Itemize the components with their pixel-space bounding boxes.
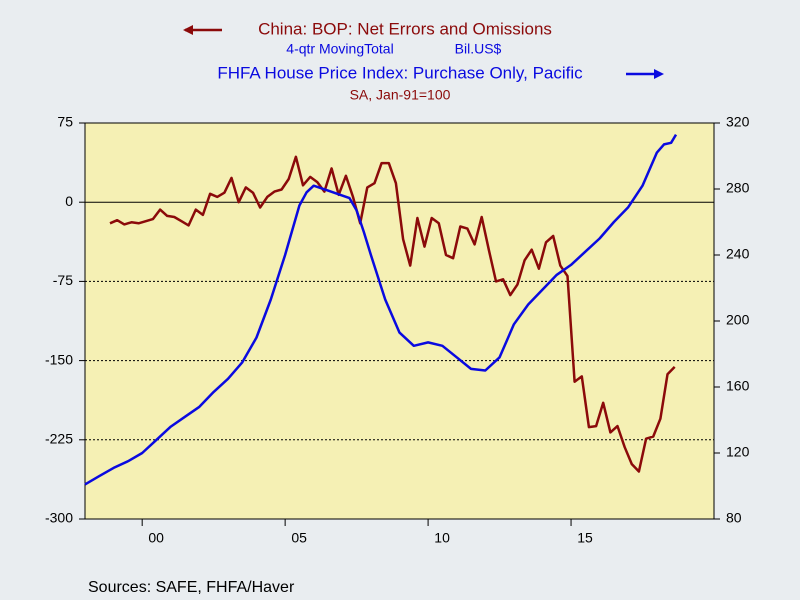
y2-tick-label: 120 xyxy=(726,444,750,460)
y-tick-label: -300 xyxy=(45,510,73,526)
y-tick-label: 0 xyxy=(65,193,73,209)
x-tick-label: 00 xyxy=(148,530,164,546)
x-tick-label: 10 xyxy=(434,530,450,546)
legend-arrow xyxy=(626,69,664,79)
y-tick-label: -75 xyxy=(53,272,73,288)
y2-tick-label: 320 xyxy=(726,114,750,130)
legend-entry: FHFA House Price Index: Purchase Only, P… xyxy=(217,63,583,82)
legend-subtitle: SA, Jan-91=100 xyxy=(350,87,451,103)
y-tick-label: -150 xyxy=(45,351,73,367)
y2-tick-label: 240 xyxy=(726,246,750,262)
legend-subtitle: 4-qtr MovingTotal xyxy=(286,41,393,57)
x-tick-label: 05 xyxy=(291,530,307,546)
legend-entry: China: BOP: Net Errors and Omissions xyxy=(258,19,552,38)
series-line xyxy=(84,133,678,486)
legend-subtitle: Bil.US$ xyxy=(455,41,502,57)
source-note: Sources: SAFE, FHFA/Haver xyxy=(88,579,295,596)
series-line xyxy=(109,155,676,473)
x-tick-label: 15 xyxy=(577,530,593,546)
y2-tick-label: 280 xyxy=(726,180,750,196)
plot-area xyxy=(84,122,715,520)
legend-arrow xyxy=(183,25,222,35)
y2-tick-label: 80 xyxy=(726,510,742,526)
y-tick-label: 75 xyxy=(57,114,73,130)
y2-tick-label: 160 xyxy=(726,378,750,394)
y-tick-label: -225 xyxy=(45,431,73,447)
y2-tick-label: 200 xyxy=(726,312,750,328)
